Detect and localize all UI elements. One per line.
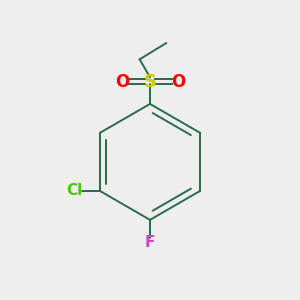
- Text: S: S: [143, 73, 157, 91]
- Text: F: F: [145, 235, 155, 250]
- Text: Cl: Cl: [66, 183, 83, 198]
- Text: O: O: [171, 73, 185, 91]
- Text: O: O: [115, 73, 129, 91]
